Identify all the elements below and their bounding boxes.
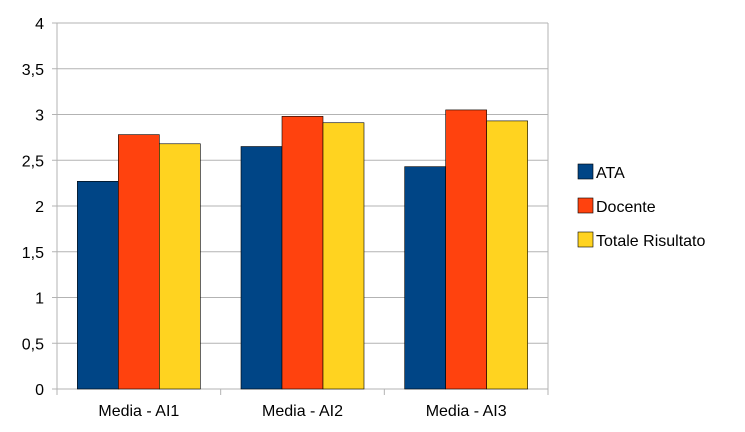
y-tick-label: 3,5	[22, 62, 44, 79]
legend-label-totale-risultato: Totale Risultato	[596, 233, 705, 250]
x-tick-label: Media - AI2	[262, 403, 343, 420]
y-tick-label: 3	[35, 108, 44, 125]
bars	[77, 109, 528, 390]
y-tick-label: 1,5	[22, 245, 44, 262]
y-tick-labels: 0 0,5 1 1,5 2 2,5 3 3,5 4	[22, 16, 44, 399]
legend-label-ata: ATA	[596, 165, 625, 182]
y-tick-label: 4	[35, 16, 44, 33]
x-tick-label: Media - AI1	[98, 403, 179, 420]
bar-docente-3	[445, 109, 487, 390]
y-tick-label: 0,5	[22, 336, 44, 353]
x-tick-label: Media - AI3	[426, 403, 507, 420]
legend-swatch-docente	[577, 197, 594, 214]
y-tick-label: 2,5	[22, 153, 44, 170]
y-tick-label: 1	[35, 291, 44, 308]
bar-ata-1	[77, 180, 119, 390]
legend-swatch-ata	[577, 163, 594, 180]
y-tick-label: 0	[35, 382, 44, 399]
bar-totale-risultato-1	[159, 143, 201, 390]
legend: ATA Docente Totale Risultato	[577, 163, 705, 250]
legend-label-docente: Docente	[596, 199, 656, 216]
x-tick-labels: Media - AI1 Media - AI2 Media - AI3	[98, 403, 506, 420]
bar-totale-risultato-3	[486, 120, 528, 390]
bar-totale-risultato-2	[322, 122, 365, 390]
bar-docente-2	[281, 116, 324, 390]
bar-ata-2	[240, 146, 283, 390]
bar-docente-1	[118, 134, 160, 390]
bar-ata-3	[404, 166, 446, 390]
y-tick-label: 2	[35, 199, 44, 216]
legend-swatch-totale-risultato	[577, 231, 594, 248]
